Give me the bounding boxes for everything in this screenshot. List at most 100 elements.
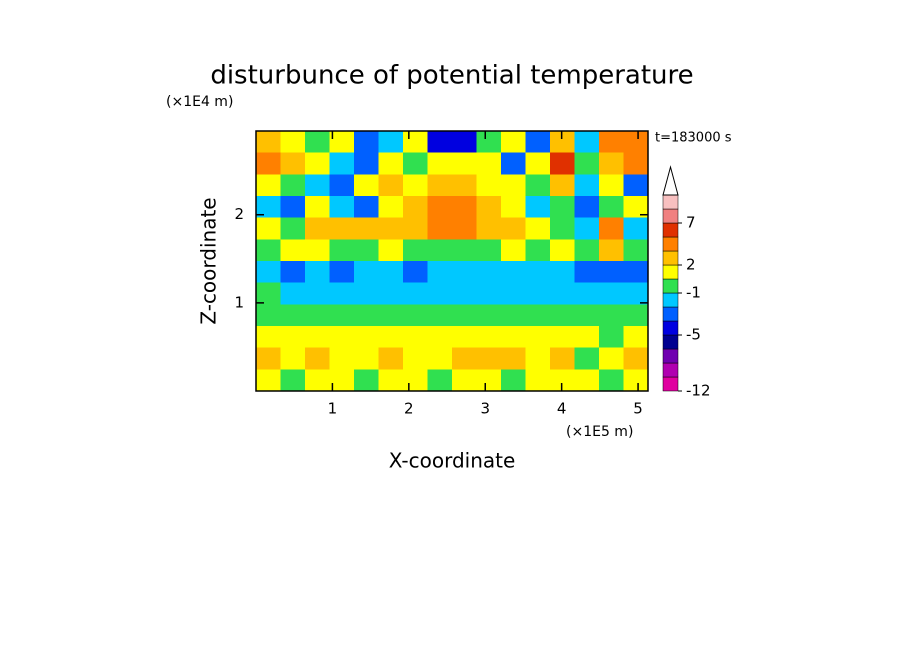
contour-field: [256, 131, 649, 392]
contour-cell: [354, 196, 379, 219]
contour-cell: [305, 217, 330, 240]
contour-cell: [305, 304, 330, 327]
contour-cell: [378, 174, 404, 197]
contour-cell: [501, 196, 526, 219]
colorbar-segment: [662, 250, 679, 266]
contour-cell: [280, 304, 306, 327]
contour-cell: [599, 174, 624, 197]
contour-cell: [599, 347, 624, 370]
colorbar-tick-label: 7: [686, 214, 696, 232]
contour-cell: [305, 261, 330, 284]
contour-cell: [476, 347, 502, 370]
colorbar-segment: [662, 208, 679, 224]
contour-cell: [329, 131, 355, 154]
contour-cell: [525, 239, 551, 262]
contour-cell: [305, 369, 330, 392]
contour-cell: [476, 282, 502, 305]
contour-cell: [452, 196, 477, 219]
x-axis-label: X-coordinate: [389, 449, 516, 473]
contour-cell: [378, 196, 404, 219]
contour-cell: [329, 347, 355, 370]
contour-cell: [378, 261, 404, 284]
contour-cell: [427, 347, 453, 370]
contour-cell: [476, 131, 502, 154]
y-axis-label: Z-coordinate: [197, 197, 221, 324]
contour-cell: [501, 174, 526, 197]
contour-cell: [354, 282, 379, 305]
contour-cell: [403, 369, 428, 392]
colorbar-segment: [662, 278, 679, 294]
contour-cell: [599, 282, 624, 305]
contour-cell: [623, 152, 649, 175]
contour-cell: [501, 347, 526, 370]
contour-cell: [599, 261, 624, 284]
contour-cell: [403, 326, 428, 349]
contour-cell: [378, 217, 404, 240]
contour-cell: [525, 261, 551, 284]
contour-cell: [599, 131, 624, 154]
contour-cell: [623, 217, 649, 240]
x-unit: (×1E5 m): [566, 424, 633, 440]
contour-cell: [256, 196, 281, 219]
contour-cell: [280, 239, 306, 262]
contour-cell: [280, 196, 306, 219]
contour-cell: [574, 347, 600, 370]
contour-cell: [452, 282, 477, 305]
contour-cell: [599, 196, 624, 219]
contour-cell: [354, 217, 379, 240]
contour-cell: [256, 347, 281, 370]
contour-cell: [354, 152, 379, 175]
contour-cell: [476, 261, 502, 284]
chart-title: disturbunce of potential temperature: [210, 61, 693, 91]
contour-cell: [452, 304, 477, 327]
contour-cell: [623, 196, 649, 219]
contour-cell: [329, 369, 355, 392]
contour-cell: [574, 304, 600, 327]
contour-cell: [476, 152, 502, 175]
contour-cell: [329, 239, 355, 262]
contour-cell: [525, 326, 551, 349]
contour-cell: [427, 239, 453, 262]
contour-cell: [354, 239, 379, 262]
contour-cell: [501, 326, 526, 349]
contour-cell: [452, 217, 477, 240]
contour-cell: [476, 369, 502, 392]
colorbar-segment: [662, 348, 679, 364]
contour-cell: [256, 217, 281, 240]
contour-cell: [403, 261, 428, 284]
contour-cell: [427, 217, 453, 240]
contour-cell: [256, 369, 281, 392]
contour-cell: [574, 196, 600, 219]
contour-cell: [329, 152, 355, 175]
contour-cell: [525, 152, 551, 175]
contour-cell: [476, 174, 502, 197]
contour-cell: [550, 282, 575, 305]
time-annotation: t=183000 s: [655, 131, 732, 146]
contour-cell: [574, 239, 600, 262]
contour-cell: [550, 131, 575, 154]
contour-cell: [501, 369, 526, 392]
colorbar-extension: [662, 165, 679, 196]
contour-cell: [574, 131, 600, 154]
x-tick-label: 4: [557, 400, 567, 418]
contour-cell: [305, 196, 330, 219]
contour-cell: [623, 282, 649, 305]
contour-cell: [427, 174, 453, 197]
contour-cell: [574, 217, 600, 240]
contour-cell: [599, 304, 624, 327]
contour-cell: [427, 304, 453, 327]
contour-cell: [501, 304, 526, 327]
contour-cell: [452, 261, 477, 284]
contour-cell: [501, 261, 526, 284]
colorbar-segment: [662, 194, 679, 210]
contour-cell: [452, 369, 477, 392]
y-unit: (×1E4 m): [166, 94, 233, 110]
contour-cell: [403, 239, 428, 262]
colorbar-segment: [662, 306, 679, 322]
contour-cell: [354, 347, 379, 370]
contour-cell: [256, 174, 281, 197]
contour-cell: [427, 261, 453, 284]
contour-cell: [525, 304, 551, 327]
contour-cell: [525, 369, 551, 392]
